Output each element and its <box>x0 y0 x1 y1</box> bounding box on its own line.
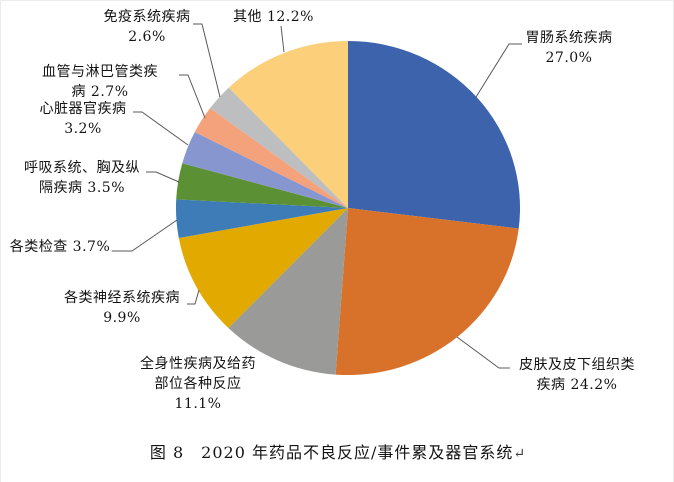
pie-slice-4 <box>175 199 348 238</box>
slice-label-skin-subcutaneous: 皮肤及皮下组织类 疾病 24.2% <box>506 355 648 395</box>
slice-label-gastrointestinal: 胃肠系统疾病 27.0% <box>517 28 621 68</box>
slice-label-value: 2.6% <box>128 29 166 45</box>
paragraph-return-mark: ↵ <box>513 446 527 462</box>
pie-slice-8 <box>210 87 348 208</box>
pie-slice-9 <box>228 40 348 208</box>
figure-caption: 图 8 2020 年药品不良反应/事件累及器官系统↵ <box>1 439 673 463</box>
leader-line-2 <box>179 74 206 119</box>
slice-label-other: 其他 12.2% <box>226 7 321 27</box>
slice-label-value: 疾病 24.2% <box>536 377 618 393</box>
pie-slice-5 <box>176 163 348 208</box>
slice-label-respiratory: 呼吸系统、胸及纵 隔疾病 3.5% <box>14 158 150 198</box>
leader-line-7 <box>475 43 522 98</box>
slice-label-value: 病 2.7% <box>71 84 129 100</box>
pie-slice-6 <box>182 132 348 208</box>
slice-label-value: 3.2% <box>64 121 102 137</box>
slice-label-vascular-lymphatic: 血管与淋巴管类疾 病 2.7% <box>19 62 181 102</box>
slice-label-value: 隔疾病 3.5% <box>38 180 126 196</box>
slice-label-line: 血管与淋巴管类疾 <box>42 64 158 80</box>
slice-label-line: 各类检查 3.7% <box>9 239 111 255</box>
leader-line-0 <box>193 23 221 98</box>
slice-label-line: 呼吸系统、胸及纵 <box>24 160 140 176</box>
slice-label-line: 部位各种反应 <box>154 376 242 392</box>
pie-slice-3 <box>178 208 348 328</box>
slice-label-line: 各类神经系统疾病 <box>64 290 180 306</box>
leader-line-4 <box>146 171 180 183</box>
figure-caption-text: 图 8 2020 年药品不良反应/事件累及器官系统 <box>149 443 514 462</box>
pie-slice-7 <box>194 108 348 208</box>
slice-label-value: 9.9% <box>103 310 141 326</box>
pie-slice-0 <box>348 41 521 229</box>
slice-label-immune-system: 免疫系统疾病 2.6% <box>86 7 208 47</box>
slice-label-general-disorders: 全身性疾病及给药 部位各种反应 11.1% <box>129 354 267 414</box>
leader-line-6 <box>187 289 200 305</box>
slice-label-line: 全身性疾病及给药 <box>140 356 256 372</box>
slice-label-line: 皮肤及皮下组织类 <box>519 357 635 373</box>
slice-label-value: 11.1% <box>174 396 222 412</box>
leader-line-8 <box>456 336 510 369</box>
leader-line-3 <box>133 111 189 146</box>
slice-label-nervous-system: 各类神经系统疾病 9.9% <box>56 288 188 328</box>
slice-label-value: 27.0% <box>545 50 593 66</box>
slice-label-line: 其他 12.2% <box>233 9 314 25</box>
slice-label-line: 胃肠系统疾病 <box>525 30 613 46</box>
pie-slice-1 <box>335 208 519 376</box>
leader-line-1 <box>280 25 285 53</box>
slice-label-line: 心脏器官疾病 <box>39 101 127 117</box>
slice-label-investigations: 各类检查 3.7% <box>7 237 113 257</box>
slice-label-line: 免疫系统疾病 <box>103 9 191 25</box>
slice-label-cardiac: 心脏器官疾病 3.2% <box>29 99 137 139</box>
leader-line-5 <box>112 219 178 252</box>
pie-slice-2 <box>228 208 348 375</box>
